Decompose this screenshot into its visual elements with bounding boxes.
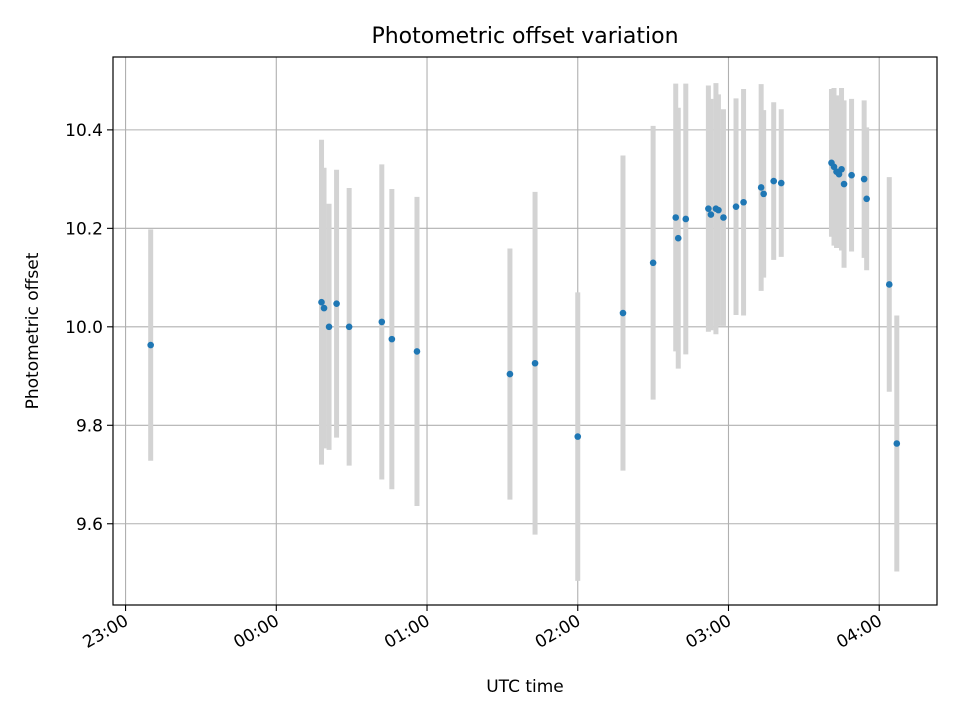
error-bars [148, 83, 900, 581]
data-point [863, 195, 870, 203]
x-tick-label: 02:00 [532, 611, 584, 653]
x-axis-ticks: 23:00 00:00 01:00 02:00 03:00 04:00 [80, 605, 886, 653]
data-point [378, 318, 386, 326]
data-point [848, 171, 855, 179]
data-point [506, 370, 514, 378]
data-point [840, 180, 848, 188]
x-tick-label: 04:00 [833, 611, 885, 653]
y-tick-label: 9.8 [76, 416, 103, 436]
data-point [835, 170, 843, 178]
data-point [674, 234, 682, 242]
data-point [777, 179, 785, 187]
x-tick-label: 00:00 [230, 611, 282, 653]
grid-lines [113, 57, 937, 605]
data-point [860, 175, 868, 183]
y-tick-label: 10.4 [65, 121, 103, 141]
data-point [740, 198, 747, 206]
data-point [619, 309, 627, 317]
data-points [147, 159, 901, 447]
data-point [885, 281, 893, 288]
y-axis-label: Photometric offset [23, 252, 43, 409]
chart-title: Photometric offset variation [371, 24, 678, 49]
data-point [333, 300, 340, 307]
y-tick-label: 9.6 [76, 515, 103, 535]
data-point [732, 203, 740, 210]
data-point [147, 341, 154, 349]
data-point [707, 211, 715, 218]
data-point [757, 184, 765, 191]
data-point [325, 323, 333, 331]
data-point [672, 214, 680, 221]
data-point [413, 348, 421, 355]
data-point [705, 205, 712, 212]
data-point [760, 190, 767, 198]
data-point [649, 259, 657, 267]
data-point [318, 298, 325, 306]
x-tick-label: 01:00 [381, 611, 433, 653]
data-point [830, 163, 838, 171]
y-tick-label: 10.0 [65, 318, 103, 338]
data-point [682, 215, 690, 223]
data-point [574, 433, 582, 440]
data-point [715, 206, 722, 214]
data-point [388, 335, 396, 343]
x-tick-label: 23:00 [80, 611, 132, 653]
data-point [531, 359, 539, 367]
data-point [770, 177, 778, 185]
data-point [345, 323, 353, 331]
x-tick-label: 03:00 [683, 611, 735, 653]
plot-frame [112, 56, 938, 606]
data-point [838, 165, 845, 173]
x-axis-label: UTC time [486, 677, 564, 697]
y-axis-ticks: 9.6 9.8 10.0 10.2 10.4 [65, 121, 113, 535]
data-point [893, 440, 901, 447]
data-point [720, 214, 727, 221]
data-point [320, 304, 328, 312]
y-tick-label: 10.2 [65, 219, 103, 239]
